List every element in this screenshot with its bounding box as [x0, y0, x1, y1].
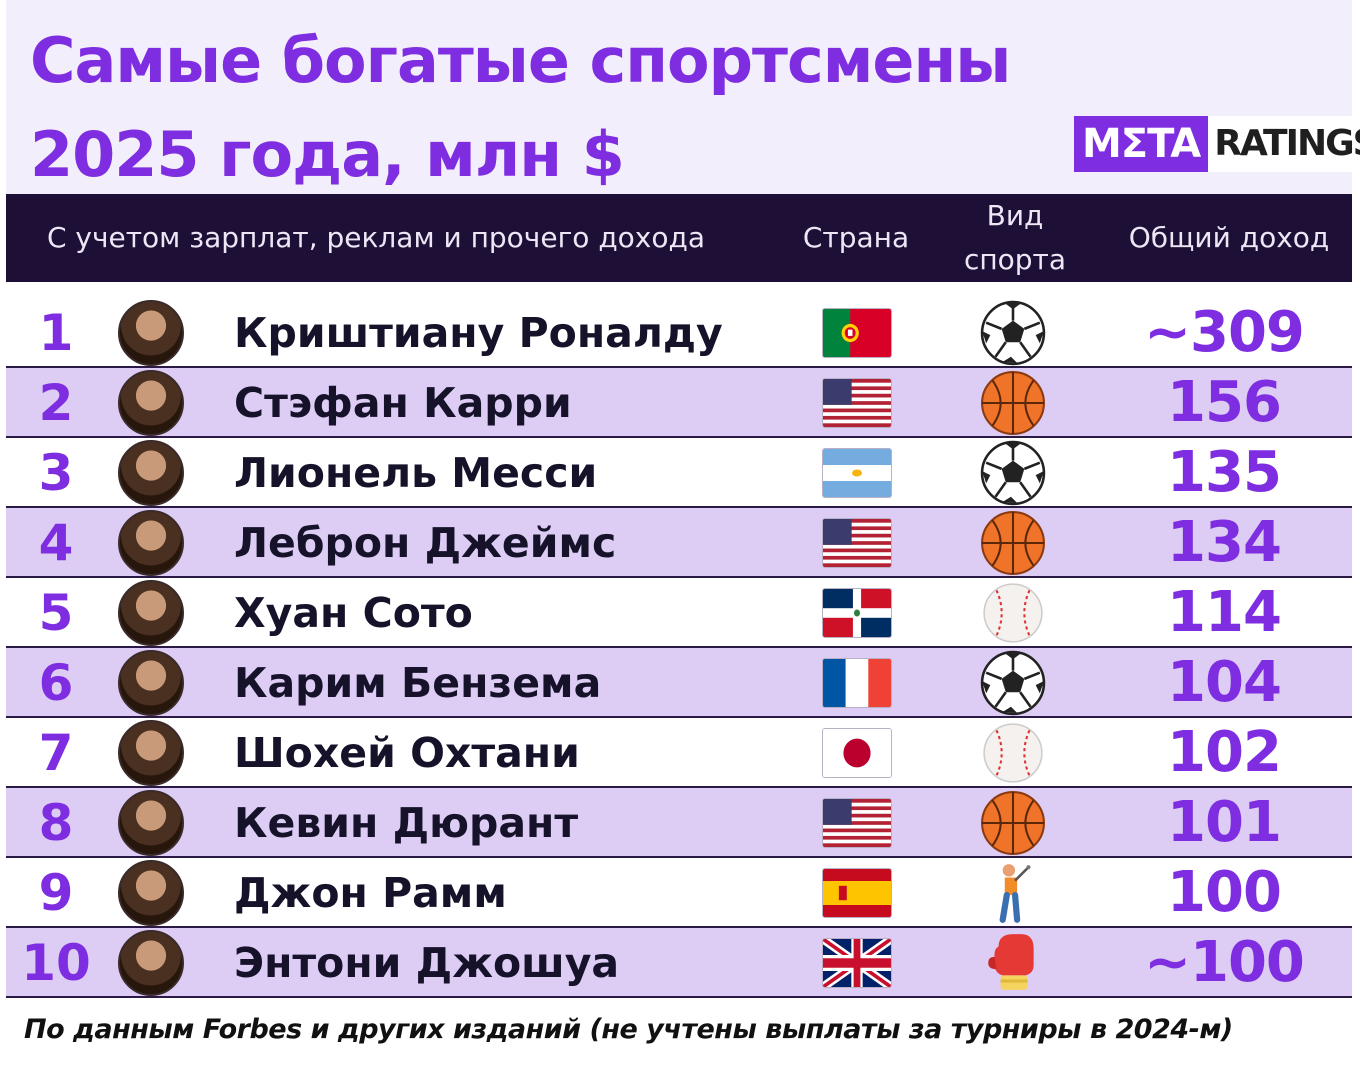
- usa-flag: [822, 378, 892, 428]
- header-name-column: С учетом зарплат, реклам и прочего доход…: [46, 221, 706, 254]
- table-row: 3 Лионель Месси 135: [6, 438, 1352, 508]
- athlete-photo: [118, 510, 184, 576]
- table-row: 1 Криштиану Роналду ~309: [6, 298, 1352, 368]
- athlete-name: Криштиану Роналду: [234, 309, 723, 357]
- income-value: ~100: [1144, 930, 1305, 995]
- rank-number: 1: [38, 304, 74, 362]
- header-income-column: Общий доход: [1128, 221, 1330, 254]
- source-note: По данным Forbes и других изданий (не уч…: [24, 1014, 1233, 1045]
- ranking-table: 1 Криштиану Роналду ~309 2 Стэфан Карри 156 3 Л…: [6, 298, 1352, 998]
- header-country-column: Страна: [802, 221, 910, 254]
- header-sport-column: Вид спорта: [963, 199, 1067, 276]
- athlete-photo: [118, 300, 184, 366]
- income-value: 101: [1167, 790, 1282, 855]
- athlete-photo: [118, 860, 184, 926]
- table-row: 9 Джон Рамм 100: [6, 858, 1352, 928]
- uk-flag: [822, 938, 892, 988]
- metaratings-logo: MΣTA RATINGS: [1074, 116, 1360, 172]
- rank-number: 6: [38, 654, 74, 712]
- athlete-name: Стэфан Карри: [234, 379, 572, 427]
- rank-number: 10: [21, 934, 91, 992]
- income-value: 134: [1167, 510, 1282, 575]
- table-row: 5 Хуан Сото 114: [6, 578, 1352, 648]
- rank-number: 4: [38, 514, 74, 572]
- spain-flag: [822, 868, 892, 918]
- athlete-name: Джон Рамм: [234, 869, 507, 917]
- argentina-flag: [822, 448, 892, 498]
- baseball-icon: [980, 580, 1046, 646]
- athlete-name: Шохей Охтани: [234, 729, 580, 777]
- usa-flag: [822, 798, 892, 848]
- rank-number: 3: [38, 444, 74, 502]
- athlete-name: Энтони Джошуа: [234, 939, 620, 987]
- rank-number: 2: [38, 374, 74, 432]
- income-value: 135: [1167, 440, 1282, 505]
- rank-number: 5: [38, 584, 74, 642]
- income-value: 100: [1167, 860, 1282, 925]
- table-row: 4 Леброн Джеймс 134: [6, 508, 1352, 578]
- table-row: 10 Энтони Джошуа ~100: [6, 928, 1352, 998]
- athlete-photo: [118, 580, 184, 646]
- table-row: 2 Стэфан Карри 156: [6, 368, 1352, 438]
- baseball-icon: [980, 720, 1046, 786]
- income-value: 114: [1167, 580, 1282, 645]
- table-row: 8 Кевин Дюрант 101: [6, 788, 1352, 858]
- dominican-republic-flag: [822, 588, 892, 638]
- athlete-photo: [118, 650, 184, 716]
- soccer-ball-icon: [980, 650, 1046, 716]
- rank-number: 8: [38, 794, 74, 852]
- athlete-photo: [118, 790, 184, 856]
- japan-flag: [822, 728, 892, 778]
- basketball-icon: [980, 510, 1046, 576]
- boxing-glove-icon: [980, 930, 1046, 996]
- soccer-ball-icon: [980, 440, 1046, 506]
- athlete-photo: [118, 930, 184, 996]
- basketball-icon: [980, 790, 1046, 856]
- golfer-icon: [980, 860, 1046, 926]
- income-value: ~309: [1144, 300, 1305, 365]
- athlete-name: Хуан Сото: [234, 589, 473, 637]
- income-value: 104: [1167, 650, 1282, 715]
- athlete-photo: [118, 440, 184, 506]
- soccer-ball-icon: [980, 300, 1046, 366]
- logo-ratings-text: RATINGS: [1208, 116, 1360, 172]
- athlete-name: Кевин Дюрант: [234, 799, 579, 847]
- usa-flag: [822, 518, 892, 568]
- portugal-flag: [822, 308, 892, 358]
- athlete-photo: [118, 370, 184, 436]
- france-flag: [822, 658, 892, 708]
- logo-meta-text: MΣTA: [1074, 116, 1209, 172]
- rank-number: 7: [38, 724, 74, 782]
- athlete-photo: [118, 720, 184, 786]
- basketball-icon: [980, 370, 1046, 436]
- income-value: 156: [1167, 370, 1282, 435]
- table-header: С учетом зарплат, реклам и прочего доход…: [6, 194, 1352, 282]
- athlete-name: Лионель Месси: [234, 449, 598, 497]
- table-row: 6 Карим Бензема 104: [6, 648, 1352, 718]
- income-value: 102: [1167, 720, 1282, 785]
- athlete-name: Леброн Джеймс: [234, 519, 617, 567]
- rank-number: 9: [38, 864, 74, 922]
- athlete-name: Карим Бензема: [234, 659, 602, 707]
- page-title: Самые богатые спортсмены 2025 года, млн …: [30, 24, 1011, 191]
- table-row: 7 Шохей Охтани 102: [6, 718, 1352, 788]
